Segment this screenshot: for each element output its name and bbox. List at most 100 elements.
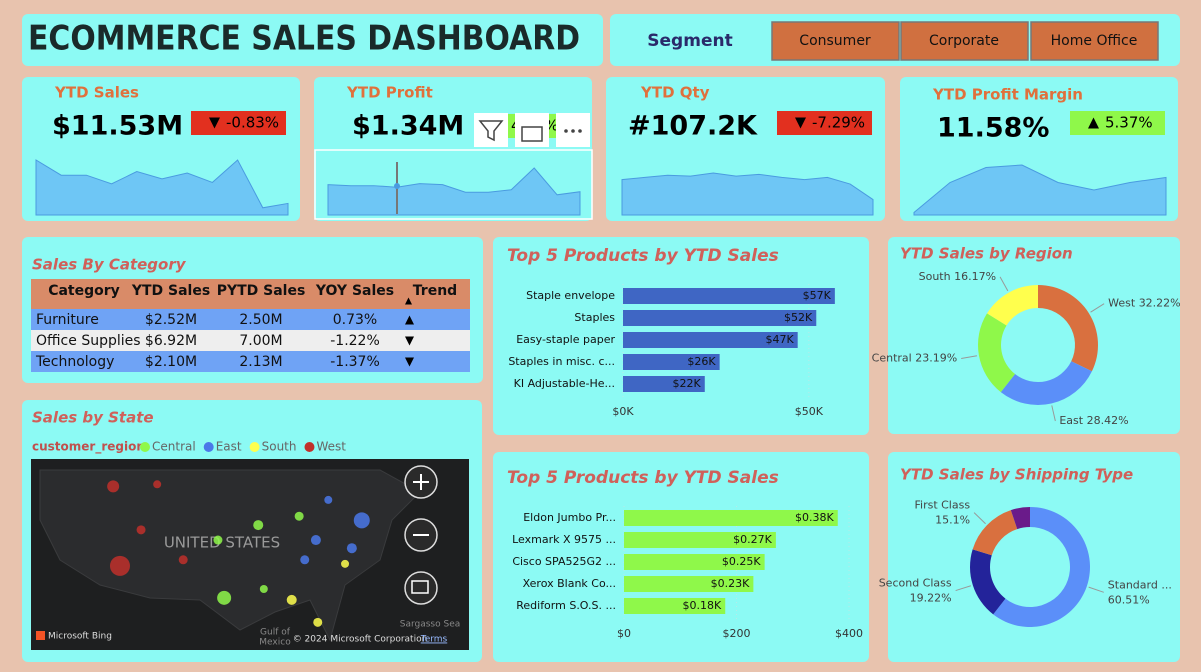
map-label: Gulf of (260, 628, 291, 638)
slice-label: West 32.22% (1108, 297, 1181, 310)
donut-slice (993, 507, 1091, 628)
x-tick-label: $200 (723, 627, 751, 640)
map-bubble (259, 585, 268, 593)
segment-option[interactable]: Home Office (1051, 33, 1138, 49)
slice-name: Central (872, 351, 912, 364)
card (888, 237, 1180, 434)
kpi-trend-icon (1088, 117, 1099, 129)
bar (624, 576, 754, 592)
filter-glyph (478, 120, 504, 142)
table-row-bg (31, 330, 470, 351)
kpi-value: #107.2K (628, 111, 758, 142)
slice-name: Second Class (879, 577, 952, 590)
table-cell: 7.00M (239, 333, 282, 349)
y-tick-label: Easy-staple paper (516, 333, 615, 346)
kpi-badge (1070, 111, 1165, 135)
filter-icon[interactable] (474, 113, 508, 147)
table-cell: Technology (35, 354, 114, 370)
data-label: $47K (765, 333, 794, 346)
segment-button[interactable] (900, 21, 1029, 61)
table-header: Category (48, 283, 120, 299)
donut-slice (986, 285, 1038, 326)
chart-title: YTD Sales by Shipping Type (900, 466, 1133, 484)
table-cell: -1.37% (330, 354, 380, 370)
sparkline-area (913, 164, 1167, 216)
kpi-title: YTD Profit Margin (932, 86, 1083, 104)
map-bubble (353, 512, 370, 529)
x-tick-label: $0K (612, 405, 634, 418)
kpi-title: YTD Profit (346, 84, 433, 102)
slice-name: West (1108, 297, 1136, 310)
y-tick-label: Staple envelope (526, 289, 615, 302)
kpi-badge (777, 111, 872, 135)
legend-swatch (249, 442, 260, 452)
more-dot (571, 129, 575, 133)
table-cell: 0.73% (333, 312, 377, 328)
map-bubble (300, 555, 310, 565)
sort-icon (405, 297, 412, 305)
table-header: YTD Sales (131, 283, 210, 299)
y-tick-label: Staples (574, 311, 615, 324)
y-tick-label: Lexmark X 9575 ... (512, 533, 616, 546)
table-cell: 2.13M (239, 354, 282, 370)
donut-slice (972, 510, 1018, 556)
provider-logo (36, 631, 45, 640)
table-cell: $2.10M (145, 354, 197, 370)
leader-line (955, 585, 972, 592)
table-cell: 2.50M (239, 312, 282, 328)
map-bubble (136, 525, 146, 535)
table-cell: -1.22% (330, 333, 380, 349)
map-bubble (310, 535, 321, 546)
segment-button[interactable] (771, 21, 900, 61)
legend-label: South (262, 440, 297, 454)
donut-slice (1000, 361, 1092, 405)
map-bubble (286, 594, 297, 605)
leader-line (1051, 405, 1056, 422)
map-provider: Microsoft Bing (48, 632, 112, 642)
x-tick-label: $50K (795, 405, 824, 418)
segment-option[interactable]: Corporate (929, 33, 999, 49)
slice-name: South (919, 270, 951, 283)
segment-option[interactable]: Consumer (799, 33, 871, 49)
map-control[interactable] (404, 571, 438, 605)
bar (624, 510, 838, 526)
legend-swatch (140, 442, 150, 452)
card (22, 14, 603, 66)
kpi-change: -0.83% (226, 114, 279, 132)
table-header: PYTD Sales (217, 283, 306, 299)
slice-value: 60.51% (1108, 593, 1150, 606)
focus-glyph (521, 126, 543, 142)
select-glyph (411, 580, 429, 594)
table-cell: Furniture (36, 312, 99, 328)
leader-line (999, 276, 1009, 292)
card (888, 452, 1180, 662)
focus-icon[interactable] (515, 113, 549, 147)
focus-frame (314, 149, 593, 220)
donut-slice (1010, 507, 1030, 530)
slice-value: 16.17% (954, 270, 996, 283)
legend-swatch (304, 442, 315, 452)
y-tick-label: Staples in misc. c... (508, 355, 615, 368)
trend-icon (405, 336, 414, 346)
slicer-label: Segment (647, 31, 732, 51)
bar (623, 310, 817, 326)
chart-title: Sales by State (32, 409, 154, 427)
segment-button[interactable] (1030, 21, 1159, 61)
bar (624, 532, 776, 548)
map-terms[interactable]: Terms (420, 635, 448, 645)
sparkline-area (35, 159, 289, 216)
dashboard-title: ECOMMERCE SALES DASHBOARD (28, 19, 580, 59)
table-row-bg (31, 309, 470, 330)
table-title: Sales By Category (32, 256, 187, 274)
donut-slice (1038, 285, 1098, 372)
bar (623, 376, 705, 392)
map-bubble (153, 480, 162, 489)
table-cell: Office Supplies (36, 333, 141, 349)
y-tick-label: Rediform S.O.S. ... (516, 599, 616, 612)
kpi-change: -7.29% (812, 114, 865, 132)
kpi-value: $1.34M (352, 111, 464, 142)
chart-title: YTD Sales by Region (900, 245, 1073, 263)
y-tick-label: Xerox Blank Co... (523, 577, 616, 590)
map-label: Sargasso Sea (400, 620, 461, 630)
